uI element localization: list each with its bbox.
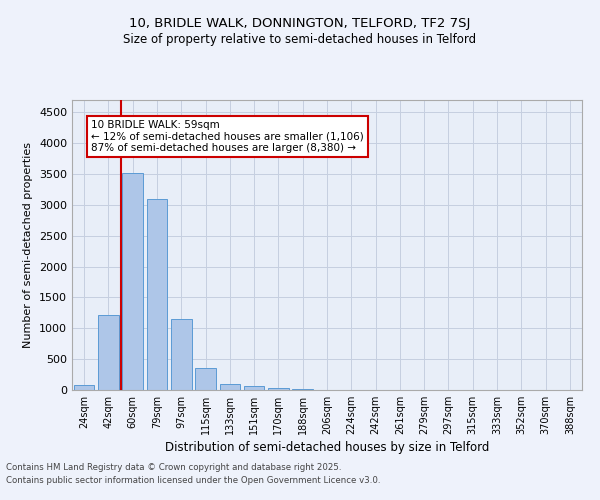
X-axis label: Distribution of semi-detached houses by size in Telford: Distribution of semi-detached houses by … [165,441,489,454]
Bar [244,386,265,390]
Bar [122,173,143,390]
Bar [171,319,191,390]
Bar [220,384,240,390]
Text: 10 BRIDLE WALK: 59sqm
← 12% of semi-detached houses are smaller (1,106)
87% of s: 10 BRIDLE WALK: 59sqm ← 12% of semi-deta… [91,120,364,153]
Bar [268,388,289,390]
Text: 10, BRIDLE WALK, DONNINGTON, TELFORD, TF2 7SJ: 10, BRIDLE WALK, DONNINGTON, TELFORD, TF… [130,18,470,30]
Bar [195,368,216,390]
Bar [74,385,94,390]
Bar [98,314,119,390]
Text: Size of property relative to semi-detached houses in Telford: Size of property relative to semi-detach… [124,32,476,46]
Text: Contains public sector information licensed under the Open Government Licence v3: Contains public sector information licen… [6,476,380,485]
Bar [146,198,167,390]
Text: Contains HM Land Registry data © Crown copyright and database right 2025.: Contains HM Land Registry data © Crown c… [6,464,341,472]
Y-axis label: Number of semi-detached properties: Number of semi-detached properties [23,142,34,348]
